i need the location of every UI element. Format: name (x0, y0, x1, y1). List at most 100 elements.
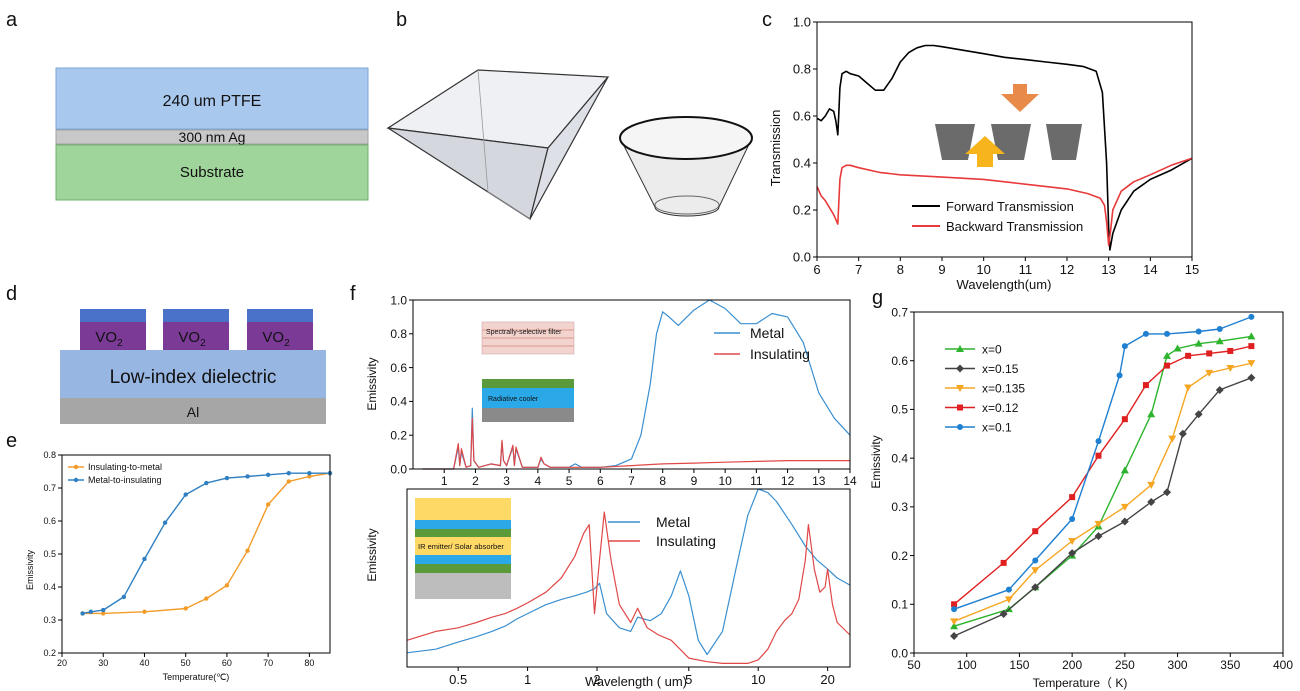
chart-f-top-lines (422, 299, 851, 470)
substrate-layer (55, 144, 369, 201)
chart-c-lines (816, 44, 1193, 251)
pillar-label-1: VO (95, 329, 117, 346)
data-point-g-3 (951, 601, 958, 608)
data-point-e-1 (80, 611, 85, 616)
panel-letter-e: e (6, 430, 17, 452)
x-tick-label-c: 6 (813, 262, 820, 277)
data-point-e-0 (307, 474, 312, 479)
data-point-g-3 (1206, 350, 1213, 357)
y-tick-label-c: 0.4 (793, 156, 811, 171)
data-point-g-1 (1194, 410, 1203, 419)
data-point-g-1 (1094, 532, 1103, 541)
y-tick-label-c: 0.8 (793, 62, 811, 77)
legend-label-g-1: x=0.15 (982, 362, 1019, 376)
data-point-e-1 (183, 492, 188, 497)
y-tick-label-g: 0.6 (891, 354, 908, 368)
y-tick-label-e: 0.2 (43, 648, 56, 658)
data-point-g-4 (1164, 330, 1171, 337)
chart-g-frame (913, 311, 1284, 654)
x-tick-label-e: 30 (98, 658, 108, 668)
x-tick-label-c: 8 (897, 262, 904, 277)
x-tick-label-c: 9 (938, 262, 945, 277)
legend-marker-g-2 (956, 385, 964, 392)
chart-g-legend: x=0 x=0.15 x=0.135 x=0.12 x=0.1 (945, 343, 1025, 435)
data-point-g-1 (1215, 385, 1224, 394)
x-tick-label-g: 200 (1062, 658, 1082, 672)
panel-e: e Emissivity Temperature(℃) 20 30 40 50 60 70… (6, 430, 333, 682)
series-line-g-3 (953, 345, 1252, 605)
chart-f-bottom-ylabel: Emissivity (365, 528, 379, 581)
panel-letter-f: f (350, 283, 356, 305)
x-tick-label-e: 40 (139, 658, 149, 668)
chart-f-top-ylabel: Emissivity (365, 357, 379, 410)
panel-letter-b: b (396, 9, 407, 31)
data-point-g-0 (950, 622, 959, 630)
pillar-subscript-2: 2 (200, 338, 206, 349)
data-point-g-4 (1121, 343, 1128, 350)
data-point-g-2 (1004, 596, 1013, 604)
data-point-g-0 (1120, 466, 1129, 474)
chart-f-bottom-xlabel: Wavelength ( um) (585, 674, 687, 689)
panel-f: f Emissivity 1 2 3 4 5 6 7 8 9 10 11 12 13 140.00.20.… (350, 283, 857, 689)
dielectric-label: Low-index dielectric (110, 367, 277, 388)
data-point-g-0 (1215, 337, 1224, 345)
series-line-e-0 (82, 472, 331, 615)
x-tick-label-f-top: 1 (441, 474, 448, 488)
pillar-subscript-1: 2 (117, 338, 123, 349)
x-tick-label-e: 20 (57, 658, 67, 668)
x-tick-label-c: 14 (1143, 262, 1157, 277)
series-line-c-1 (816, 157, 1193, 247)
x-tick-label-f-top: 5 (566, 474, 573, 488)
cooler-inset: Radiative cooler (482, 379, 574, 422)
data-point-g-2 (1068, 537, 1077, 545)
ag-layer-label: 300 nm Ag (179, 129, 246, 145)
data-point-g-3 (1185, 352, 1192, 359)
x-tick-label-e: 70 (263, 658, 273, 668)
data-point-g-3 (1095, 452, 1102, 459)
x-tick-label-f-bottom: 0.5 (449, 672, 467, 687)
x-tick-label-f-bottom: 20 (820, 672, 834, 687)
truncated-cone-shape (619, 116, 753, 217)
panel-letter-c: c (762, 9, 772, 31)
chart-f-bottom-lines (406, 488, 851, 665)
data-point-e-0 (183, 606, 188, 611)
data-point-g-2 (1168, 435, 1177, 443)
panel-g: g Emissivity Temperature（ K) 50 100 150 200… (869, 287, 1293, 690)
y-tick-label-f-top: 0.0 (390, 462, 407, 476)
chart-c-xlabel: Wavelength(um) (957, 277, 1052, 292)
y-tick-label-g: 0.3 (891, 500, 908, 514)
chart-e-lines (80, 470, 333, 616)
data-point-g-3 (1069, 494, 1076, 501)
data-point-g-1 (950, 631, 959, 640)
x-tick-label-c: 11 (1019, 262, 1033, 277)
ag-layer (55, 129, 369, 145)
x-tick-label-g: 250 (1115, 658, 1135, 672)
data-point-e-1 (88, 609, 94, 614)
emitter-absorber-label: IR emitter/ Solar absorber (418, 542, 504, 551)
data-point-e-1 (101, 607, 106, 613)
data-point-g-0 (1247, 332, 1256, 340)
y-tick-label-c: 0.6 (793, 109, 811, 124)
x-tick-label-g: 50 (907, 658, 921, 672)
chart-e-xlabel: Temperature(℃) (163, 672, 230, 682)
data-point-g-3 (1032, 528, 1039, 535)
chart-g-ylabel: Emissivity (869, 435, 883, 488)
data-point-g-4 (1095, 438, 1102, 445)
chart-c-frame (816, 21, 1193, 258)
data-point-g-1 (1068, 549, 1077, 558)
data-point-g-0 (1194, 339, 1203, 347)
data-point-g-4 (1195, 328, 1202, 335)
data-point-g-1 (1147, 497, 1156, 506)
y-tick-label-g: 0.4 (891, 451, 908, 465)
legend-label-insulating-to-metal: Insulating-to-metal (88, 462, 162, 472)
data-point-e-1 (204, 480, 209, 486)
pillar-subscript-3: 2 (284, 338, 290, 349)
y-tick-label-g: 0.2 (891, 549, 908, 563)
y-tick-label-e: 0.3 (43, 615, 56, 625)
legend-label-f-bottom-metal: Metal (656, 514, 690, 530)
x-tick-label-c: 15 (1185, 262, 1199, 277)
y-tick-label-e: 0.7 (43, 483, 56, 493)
y-tick-label-g: 0.1 (891, 598, 908, 612)
data-point-g-3 (1164, 362, 1171, 369)
data-point-g-2 (1184, 384, 1193, 392)
